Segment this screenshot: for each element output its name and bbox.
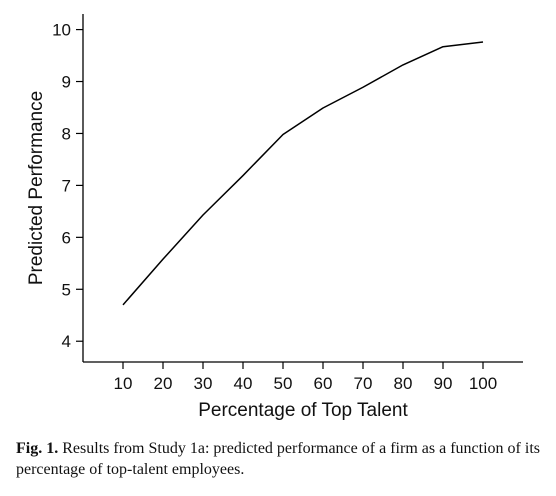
y-tick-label: 8 (62, 124, 71, 143)
figure-label: Fig. 1. (16, 440, 59, 457)
x-axis-ticks: 10 20 30 40 50 60 70 80 90 100 (114, 362, 497, 393)
x-tick-label: 90 (434, 374, 453, 393)
x-tick-label: 50 (274, 374, 293, 393)
y-tick-label: 9 (62, 73, 71, 92)
x-tick-label: 30 (194, 374, 213, 393)
x-tick-label: 100 (469, 374, 497, 393)
y-tick-label: 7 (62, 176, 71, 195)
x-tick-label: 10 (114, 374, 133, 393)
x-axis-title: Percentage of Top Talent (198, 400, 408, 421)
y-axis-title: Predicted Performance (26, 91, 47, 285)
figure-caption: Fig. 1. Results from Study 1a: predicted… (16, 438, 540, 480)
chart: 4 5 6 7 8 9 10 10 20 30 40 50 60 70 80 90 100 Predicted… (26, 14, 523, 421)
y-tick-label: 4 (62, 332, 71, 351)
y-axis-ticks: 4 5 6 7 8 9 10 (52, 21, 83, 351)
series-line (122, 41, 484, 306)
x-tick-label: 40 (234, 374, 253, 393)
y-tick-label: 10 (52, 21, 71, 40)
y-tick-label: 5 (62, 280, 71, 299)
series (122, 41, 484, 306)
x-tick-label: 70 (354, 374, 373, 393)
axes (82, 14, 523, 363)
x-tick-label: 20 (154, 374, 173, 393)
line-chart: 4 5 6 7 8 9 10 10 20 30 40 50 60 70 80 90 100 Predicted… (26, 14, 523, 421)
x-tick-label: 80 (394, 374, 413, 393)
x-tick-label: 60 (314, 374, 333, 393)
y-tick-label: 6 (62, 228, 71, 247)
figure-caption-text: Results from Study 1a: predicted perform… (16, 440, 541, 478)
